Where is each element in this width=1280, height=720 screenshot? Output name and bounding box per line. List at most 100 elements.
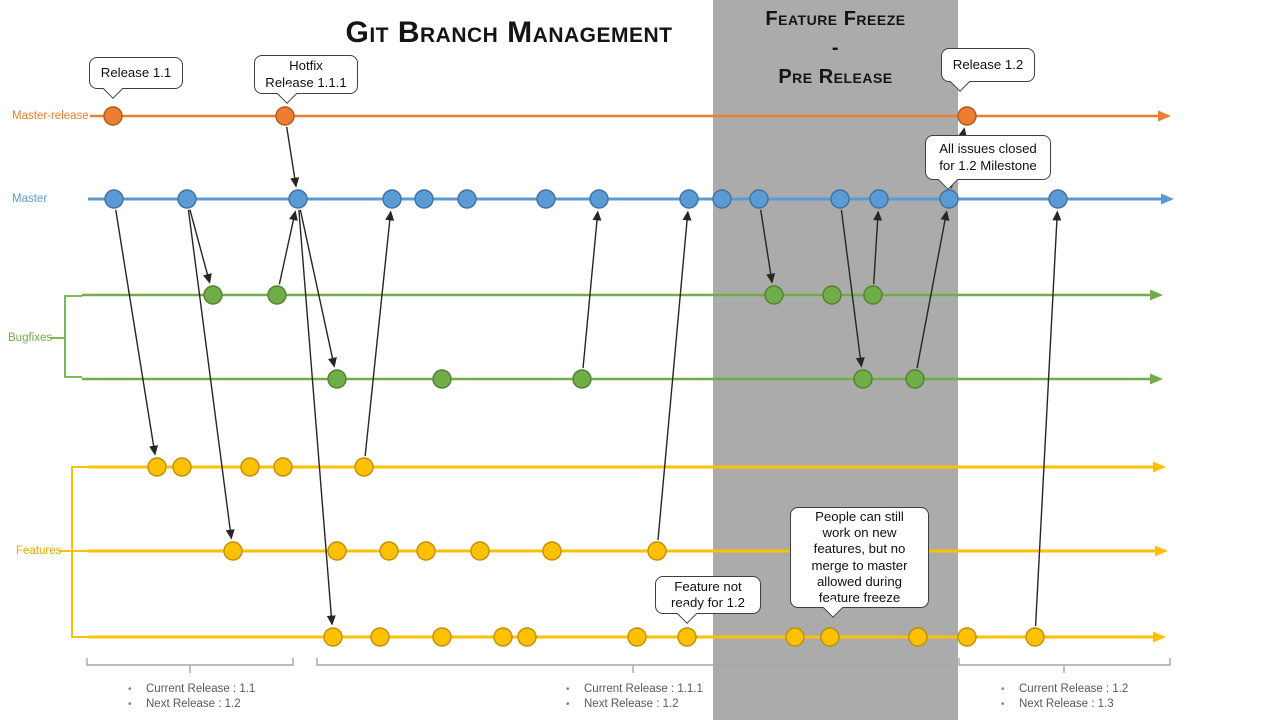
release-note: • Next Release : 1.2 xyxy=(566,697,703,712)
feature-branch-1-commit-dot xyxy=(354,457,374,477)
release-note-text: Next Release : 1.2 xyxy=(584,698,679,710)
master-release-commit-dot xyxy=(957,106,977,126)
callout-text-line: All issues closed xyxy=(939,141,1037,157)
timeline-bracket-1 xyxy=(86,658,294,673)
merge-arrow xyxy=(1034,210,1062,627)
master-commit-dot xyxy=(679,189,699,209)
master-commit-dot xyxy=(712,189,732,209)
merge-arrow xyxy=(115,209,159,456)
feature-branch-1-commit-dot xyxy=(240,457,260,477)
master-commit-dot xyxy=(382,189,402,209)
feature-branch-2-commit-dot xyxy=(470,541,490,561)
release-note-text: Current Release : 1.1.1 xyxy=(584,683,703,695)
master-commit-dot xyxy=(104,189,124,209)
bullet-glyph: • xyxy=(128,684,132,695)
callout-all-issues-closed: All issues closed for 1.2 Milestone xyxy=(925,135,1051,190)
freeze-title-line-3: Pre Release xyxy=(778,66,893,88)
bugfix-branch-1-commit-dot xyxy=(764,285,784,305)
callout-hotfix-release-1-1-1: Hotfix Release 1.1.1 xyxy=(254,55,358,104)
release-notes-3: • Current Release : 1.2 • Next Release : 1.… xyxy=(1001,682,1128,712)
bugfix-branch-2-commit-dot xyxy=(905,369,925,389)
master-label: Master xyxy=(12,193,48,205)
bullet-glyph: • xyxy=(128,699,132,710)
callout-release-1-1: Release 1.1 xyxy=(89,57,183,99)
release-note-text: Next Release : 1.3 xyxy=(1019,698,1114,710)
bugfix-branch-2-commit-dot xyxy=(432,369,452,389)
callout-text-line: work on new xyxy=(822,524,897,540)
merge-arrow xyxy=(872,210,883,285)
feature-branch-3-commit-dot xyxy=(677,627,697,647)
freeze-title-line-2: - xyxy=(831,37,840,59)
callout-text-line: Release 1.1.1 xyxy=(265,74,347,90)
master-commit-dot xyxy=(457,189,477,209)
bugfixes-bracket xyxy=(50,295,82,378)
master-release-commit-dot xyxy=(275,106,295,126)
master-commit-dot xyxy=(1048,189,1068,209)
release-note: • Current Release : 1.1.1 xyxy=(566,682,703,697)
release-notes-2: • Current Release : 1.1.1 • Next Release : … xyxy=(566,682,703,712)
feature-branch-1-commit-dot xyxy=(273,457,293,477)
merge-arrow xyxy=(657,210,692,541)
features-label: Features xyxy=(16,545,62,557)
bugfix-branch-1-commit-dot xyxy=(267,285,287,305)
callout-release-1-2: Release 1.2 xyxy=(941,48,1035,92)
feature-branch-2-commit-dot xyxy=(223,541,243,561)
feature-branch-2-commit-dot xyxy=(327,541,347,561)
callout-text-line: ready for 1.2 xyxy=(670,595,746,610)
freeze-title-line-1: Feature Freeze xyxy=(765,8,906,30)
bullet-glyph: • xyxy=(566,699,570,710)
merge-arrow xyxy=(298,209,336,626)
bugfix-branch-1-commit-dot xyxy=(863,285,883,305)
merge-arrow xyxy=(187,209,235,540)
callout-text-line: for 1.2 Milestone xyxy=(939,157,1037,173)
merge-arrow xyxy=(286,126,300,188)
merge-arrow xyxy=(916,210,950,369)
feature-branch-2-commit-dot xyxy=(542,541,562,561)
merge-arrow xyxy=(582,210,602,369)
callout-text-line: features, but no xyxy=(813,541,906,557)
master-commit-dot xyxy=(414,189,434,209)
feature-branch-3-commit-dot xyxy=(517,627,537,647)
feature-branch-2-commit-dot xyxy=(416,541,436,561)
bullet-glyph: • xyxy=(1001,684,1005,695)
master-commit-dot xyxy=(830,189,850,209)
bugfix-branch-1-commit-dot xyxy=(203,285,223,305)
callout-text-line: Release 1.2 xyxy=(952,56,1024,72)
feature-branch-3-commit-dot xyxy=(785,627,805,647)
callout-text-line: Release 1.1 xyxy=(100,64,172,80)
release-note-text: Current Release : 1.1 xyxy=(146,683,256,695)
release-note: • Next Release : 1.3 xyxy=(1001,697,1128,712)
callout-text-line: Hotfix xyxy=(289,58,323,74)
release-note: • Current Release : 1.1 xyxy=(128,682,255,697)
features-bracket xyxy=(59,466,88,638)
feature-branch-2-commit-dot xyxy=(647,541,667,561)
release-notes-1: • Current Release : 1.1 • Next Release : 1.… xyxy=(128,682,255,712)
callout-text-line: feature freeze xyxy=(818,590,901,606)
master-commit-dot xyxy=(749,189,769,209)
bullet-glyph: • xyxy=(1001,699,1005,710)
timeline-bracket-3 xyxy=(958,658,1171,673)
merge-arrow xyxy=(278,210,298,285)
master-commit-dot xyxy=(589,189,609,209)
feature-freeze-title: Feature Freeze - Pre Release xyxy=(713,5,958,92)
feature-branch-2-commit-dot xyxy=(379,541,399,561)
feature-branch-3-commit-dot xyxy=(957,627,977,647)
master-commit-dot xyxy=(536,189,556,209)
merge-arrow xyxy=(760,209,776,284)
merge-arrow xyxy=(364,210,395,457)
callout-feature-not-ready: Feature not ready for 1.2 xyxy=(655,576,761,624)
feature-branch-1-commit-dot xyxy=(147,457,167,477)
master-commit-dot xyxy=(869,189,889,209)
master-release-commit-dot xyxy=(103,106,123,126)
feature-branch-3-commit-dot xyxy=(1025,627,1045,647)
bugfix-branch-1-commit-dot xyxy=(822,285,842,305)
release-note-text: Next Release : 1.2 xyxy=(146,698,241,710)
merge-arrow xyxy=(299,209,337,368)
feature-branch-1-commit-dot xyxy=(172,457,192,477)
feature-branch-3-commit-dot xyxy=(432,627,452,647)
release-note: • Next Release : 1.2 xyxy=(128,697,255,712)
callout-text-line: People can still xyxy=(815,508,904,524)
merge-arrow xyxy=(189,209,212,284)
